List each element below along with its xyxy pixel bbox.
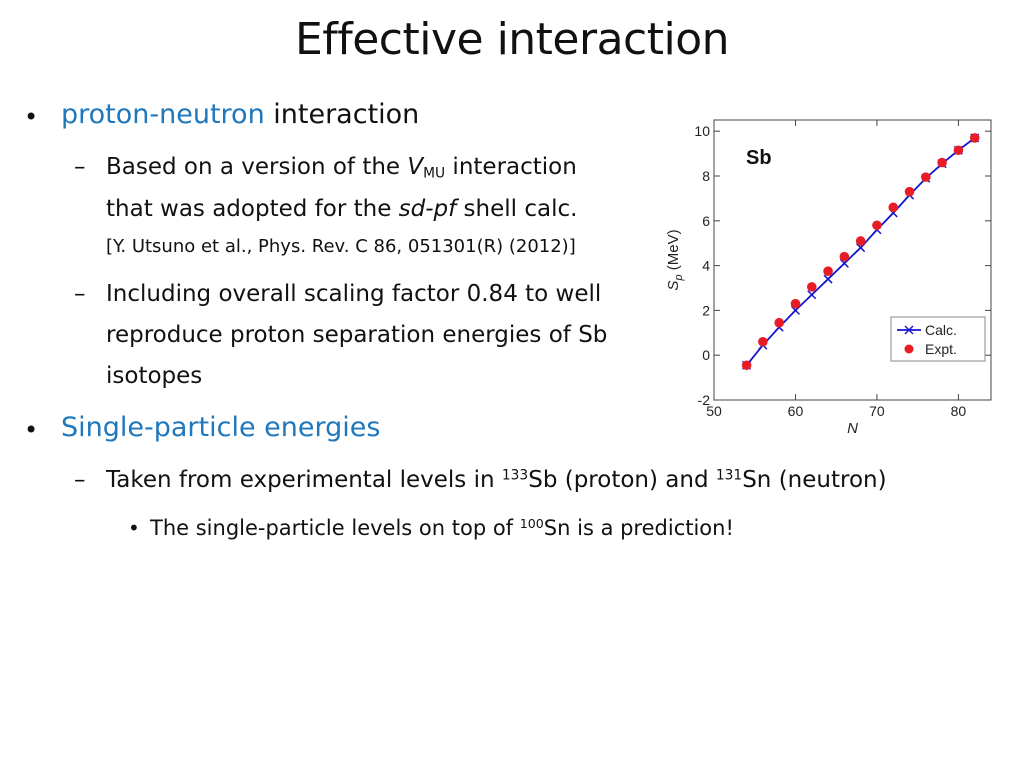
sub-scaling-line1: Including overall scaling factor 0.84 to… (106, 281, 602, 307)
x-tick-label: 70 (869, 403, 885, 419)
calc-point (823, 274, 833, 284)
dash-icon: – (74, 467, 86, 493)
expt-point (855, 236, 866, 246)
bullet-text: interaction (264, 99, 420, 130)
sp-chart: 50 60 70 80 -2 0 2 4 6 8 10 N Sp (MeV) Sb Calc. Expt. (665, 119, 992, 437)
text: Taken from experimental levels in (106, 467, 502, 493)
text: Sb (proton) and (528, 467, 716, 493)
x-axis-label: N (847, 420, 858, 437)
sub-prediction: The single-particle levels on top of 100… (150, 516, 734, 540)
sd-pf: sd-pf (398, 196, 457, 222)
x-tick-label: 80 (951, 403, 967, 419)
text: interaction (445, 154, 577, 180)
bullet-icon: • (24, 416, 39, 444)
sub-vmu-line1: Based on a version of the VMU interactio… (106, 154, 577, 180)
y-axis-label: Sp (MeV) (665, 229, 685, 290)
x-tick-label: 60 (788, 403, 804, 419)
bullet-icon: • (24, 103, 39, 131)
reference: [Y. Utsuno et al., Phys. Rev. C 86, 0513… (106, 236, 576, 257)
y-tick-label: 6 (702, 213, 710, 229)
v-symbol: V (407, 154, 424, 180)
expt-point (823, 266, 833, 276)
expt-point (774, 317, 784, 328)
mass-number: 131 (715, 467, 743, 484)
bullet-highlight: proton-neutron (61, 99, 265, 130)
sub-experimental-levels: Taken from experimental levels in 133Sb … (106, 467, 887, 493)
expt-point (937, 157, 947, 168)
mu-subscript: MU (423, 165, 446, 182)
mass-number: 100 (519, 516, 544, 532)
chart-annotation: Sb (746, 147, 772, 169)
expt-point (872, 220, 882, 231)
expt-point (888, 202, 899, 213)
expt-point (839, 251, 850, 262)
expt-point (806, 282, 817, 292)
dash-icon: – (74, 154, 86, 180)
plot-frame (713, 119, 992, 401)
expt-point (741, 360, 752, 371)
legend-expt-swatch (904, 344, 914, 354)
y-tick-label: 0 (702, 347, 710, 363)
y-tick-label: 10 (694, 123, 710, 139)
dash-icon: – (74, 281, 86, 307)
legend-calc-marker (904, 325, 914, 335)
calc-point (856, 243, 866, 253)
text: The single-particle levels on top of (150, 516, 520, 540)
y-tick-label: 8 (702, 168, 710, 184)
sub-scaling-line2: reproduce proton separation energies of … (106, 322, 608, 348)
text: shell calc. (456, 196, 578, 222)
legend-box (890, 316, 986, 362)
calc-point (790, 305, 801, 315)
calc-point (839, 258, 849, 268)
slide-title: Effective interaction (294, 14, 730, 65)
mass-number: 133 (501, 467, 529, 484)
expt-point (904, 186, 915, 197)
text: Sn is a prediction! (543, 516, 734, 540)
bullet-single-particle: Single-particle energies (61, 412, 381, 443)
legend-calc-label: Calc. (925, 322, 957, 338)
sub-vmu-line2: that was adopted for the sd-pf shell cal… (106, 196, 577, 222)
expt-point (969, 133, 980, 143)
calc-point (807, 290, 817, 300)
y-tick-label: -2 (698, 392, 711, 408)
expt-point (790, 298, 801, 309)
bullet-icon: • (128, 516, 140, 540)
text: that was adopted for the (106, 196, 399, 222)
expt-point (953, 145, 964, 156)
y-tick-label: 2 (702, 302, 710, 318)
bullet-proton-neutron: proton-neutron interaction (61, 99, 419, 130)
text: Sn (neutron) (742, 467, 887, 493)
sub-scaling-line3: isotopes (106, 363, 203, 389)
text: Based on a version of the (106, 154, 408, 180)
x-tick-label: 50 (706, 403, 722, 419)
expt-point (758, 336, 768, 347)
expt-point (921, 172, 931, 182)
y-tick-label: 4 (702, 258, 710, 274)
legend-expt-label: Expt. (925, 341, 957, 357)
